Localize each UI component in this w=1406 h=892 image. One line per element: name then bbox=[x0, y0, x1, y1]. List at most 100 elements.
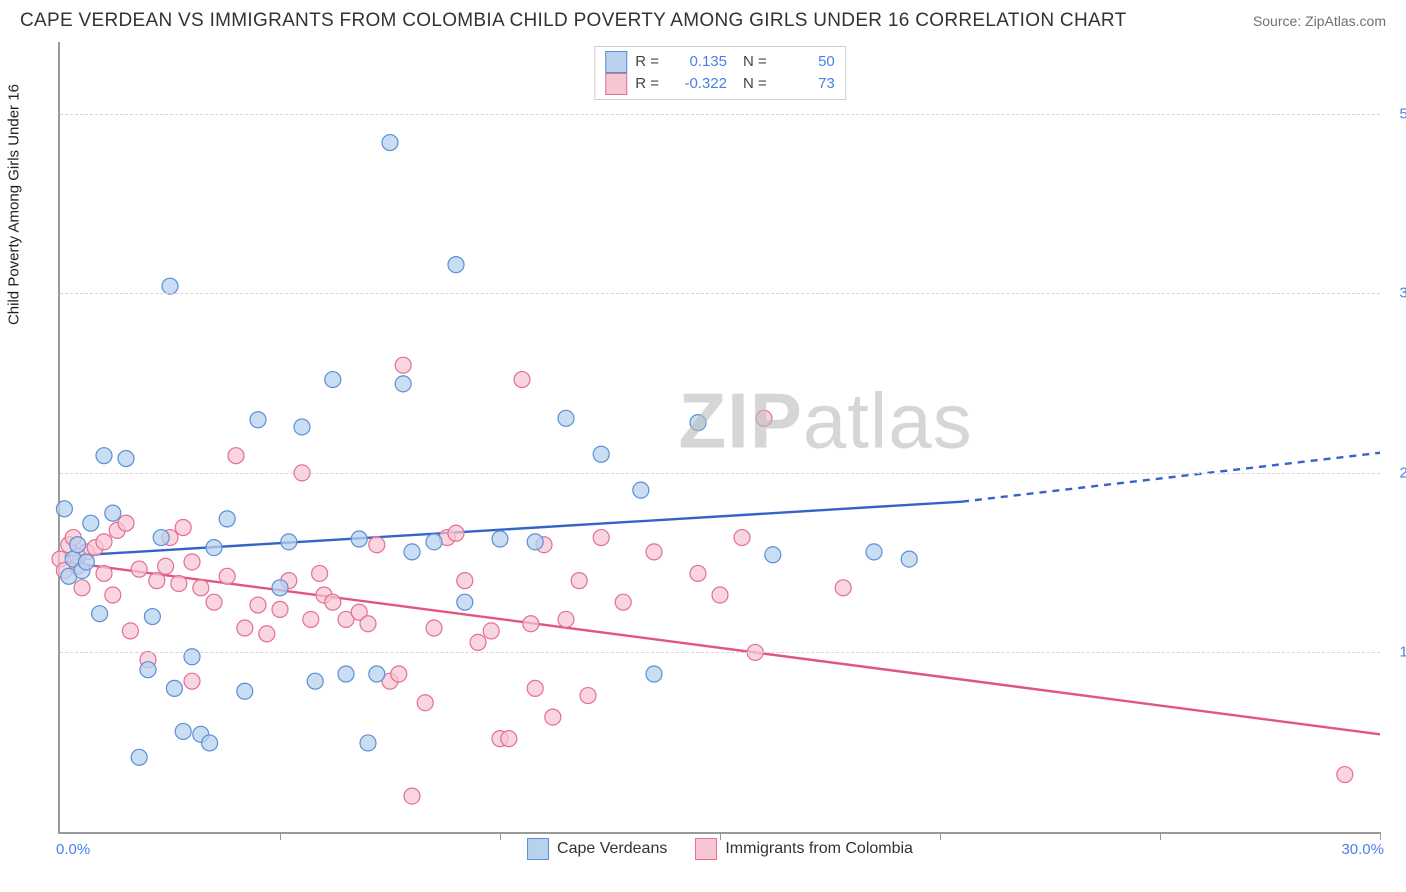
data-point bbox=[122, 623, 138, 639]
data-point bbox=[228, 448, 244, 464]
data-point bbox=[250, 597, 266, 613]
legend-item: Immigrants from Colombia bbox=[695, 838, 913, 860]
data-point bbox=[70, 537, 86, 553]
data-point bbox=[193, 580, 209, 596]
y-tick-label: 50.0% bbox=[1399, 105, 1406, 122]
data-point bbox=[395, 357, 411, 373]
data-point bbox=[734, 530, 750, 546]
data-point bbox=[492, 531, 508, 547]
data-point bbox=[448, 525, 464, 541]
data-point bbox=[272, 601, 288, 617]
data-point bbox=[646, 544, 662, 560]
data-point bbox=[835, 580, 851, 596]
data-point bbox=[281, 534, 297, 550]
data-point bbox=[501, 731, 517, 747]
data-point bbox=[272, 580, 288, 596]
data-point bbox=[78, 554, 94, 570]
legend-swatch bbox=[605, 73, 627, 95]
chart-title: CAPE VERDEAN VS IMMIGRANTS FROM COLOMBIA… bbox=[20, 10, 1127, 32]
source-label: Source: ZipAtlas.com bbox=[1253, 13, 1386, 29]
data-point bbox=[558, 410, 574, 426]
data-point bbox=[144, 609, 160, 625]
data-point bbox=[162, 278, 178, 294]
data-point bbox=[395, 376, 411, 392]
data-point bbox=[206, 594, 222, 610]
data-point bbox=[369, 537, 385, 553]
data-point bbox=[690, 565, 706, 581]
data-point bbox=[92, 606, 108, 622]
data-point bbox=[118, 451, 134, 467]
data-point bbox=[527, 680, 543, 696]
data-point bbox=[448, 257, 464, 273]
data-point bbox=[105, 587, 121, 603]
data-point bbox=[325, 594, 341, 610]
data-point bbox=[149, 573, 165, 589]
data-point bbox=[96, 534, 112, 550]
data-point bbox=[756, 410, 772, 426]
data-point bbox=[303, 611, 319, 627]
data-point bbox=[307, 673, 323, 689]
data-point bbox=[369, 666, 385, 682]
data-point bbox=[184, 673, 200, 689]
data-point bbox=[294, 419, 310, 435]
data-point bbox=[237, 620, 253, 636]
data-point bbox=[206, 540, 222, 556]
data-point bbox=[426, 534, 442, 550]
stats-legend-row: R =0.135 N =50 bbox=[605, 51, 835, 73]
y-tick-label: 37.5% bbox=[1399, 285, 1406, 302]
data-point bbox=[457, 594, 473, 610]
data-point bbox=[74, 580, 90, 596]
data-point bbox=[219, 511, 235, 527]
data-point bbox=[483, 623, 499, 639]
data-point bbox=[105, 505, 121, 521]
data-point bbox=[593, 446, 609, 462]
data-point bbox=[96, 565, 112, 581]
data-point bbox=[690, 415, 706, 431]
data-point bbox=[360, 616, 376, 632]
stats-legend-row: R =-0.322 N =73 bbox=[605, 73, 835, 95]
stats-legend: R =0.135 N =50 R =-0.322 N =73 bbox=[594, 46, 846, 100]
data-point bbox=[593, 530, 609, 546]
data-point bbox=[259, 626, 275, 642]
data-point bbox=[96, 448, 112, 464]
data-point bbox=[202, 735, 218, 751]
data-point bbox=[360, 735, 376, 751]
data-point bbox=[153, 530, 169, 546]
data-point bbox=[338, 666, 354, 682]
data-point bbox=[131, 561, 147, 577]
data-point bbox=[351, 531, 367, 547]
data-point bbox=[426, 620, 442, 636]
data-point bbox=[325, 372, 341, 388]
data-point bbox=[558, 611, 574, 627]
data-point bbox=[175, 723, 191, 739]
legend-swatch bbox=[527, 838, 549, 860]
data-point bbox=[158, 558, 174, 574]
data-point bbox=[404, 544, 420, 560]
chart-area: Child Poverty Among Girls Under 16 ZIPat… bbox=[56, 42, 1386, 832]
legend-item: Cape Verdeans bbox=[527, 838, 667, 860]
data-point bbox=[514, 372, 530, 388]
data-point bbox=[140, 662, 156, 678]
legend-swatch bbox=[695, 838, 717, 860]
data-point bbox=[457, 573, 473, 589]
data-point bbox=[83, 515, 99, 531]
data-point bbox=[712, 587, 728, 603]
data-point bbox=[866, 544, 882, 560]
data-point bbox=[470, 634, 486, 650]
data-point bbox=[118, 515, 134, 531]
data-point bbox=[615, 594, 631, 610]
data-point bbox=[404, 788, 420, 804]
data-point bbox=[175, 519, 191, 535]
data-point bbox=[171, 576, 187, 592]
data-point bbox=[646, 666, 662, 682]
data-point bbox=[391, 666, 407, 682]
data-point bbox=[901, 551, 917, 567]
data-point bbox=[765, 547, 781, 563]
data-point bbox=[219, 568, 235, 584]
data-point bbox=[1337, 767, 1353, 783]
scatter-points bbox=[60, 42, 1380, 832]
data-point bbox=[312, 565, 328, 581]
y-tick-label: 12.5% bbox=[1399, 644, 1406, 661]
series-legend: Cape Verdeans Immigrants from Colombia bbox=[527, 838, 913, 860]
data-point bbox=[131, 749, 147, 765]
